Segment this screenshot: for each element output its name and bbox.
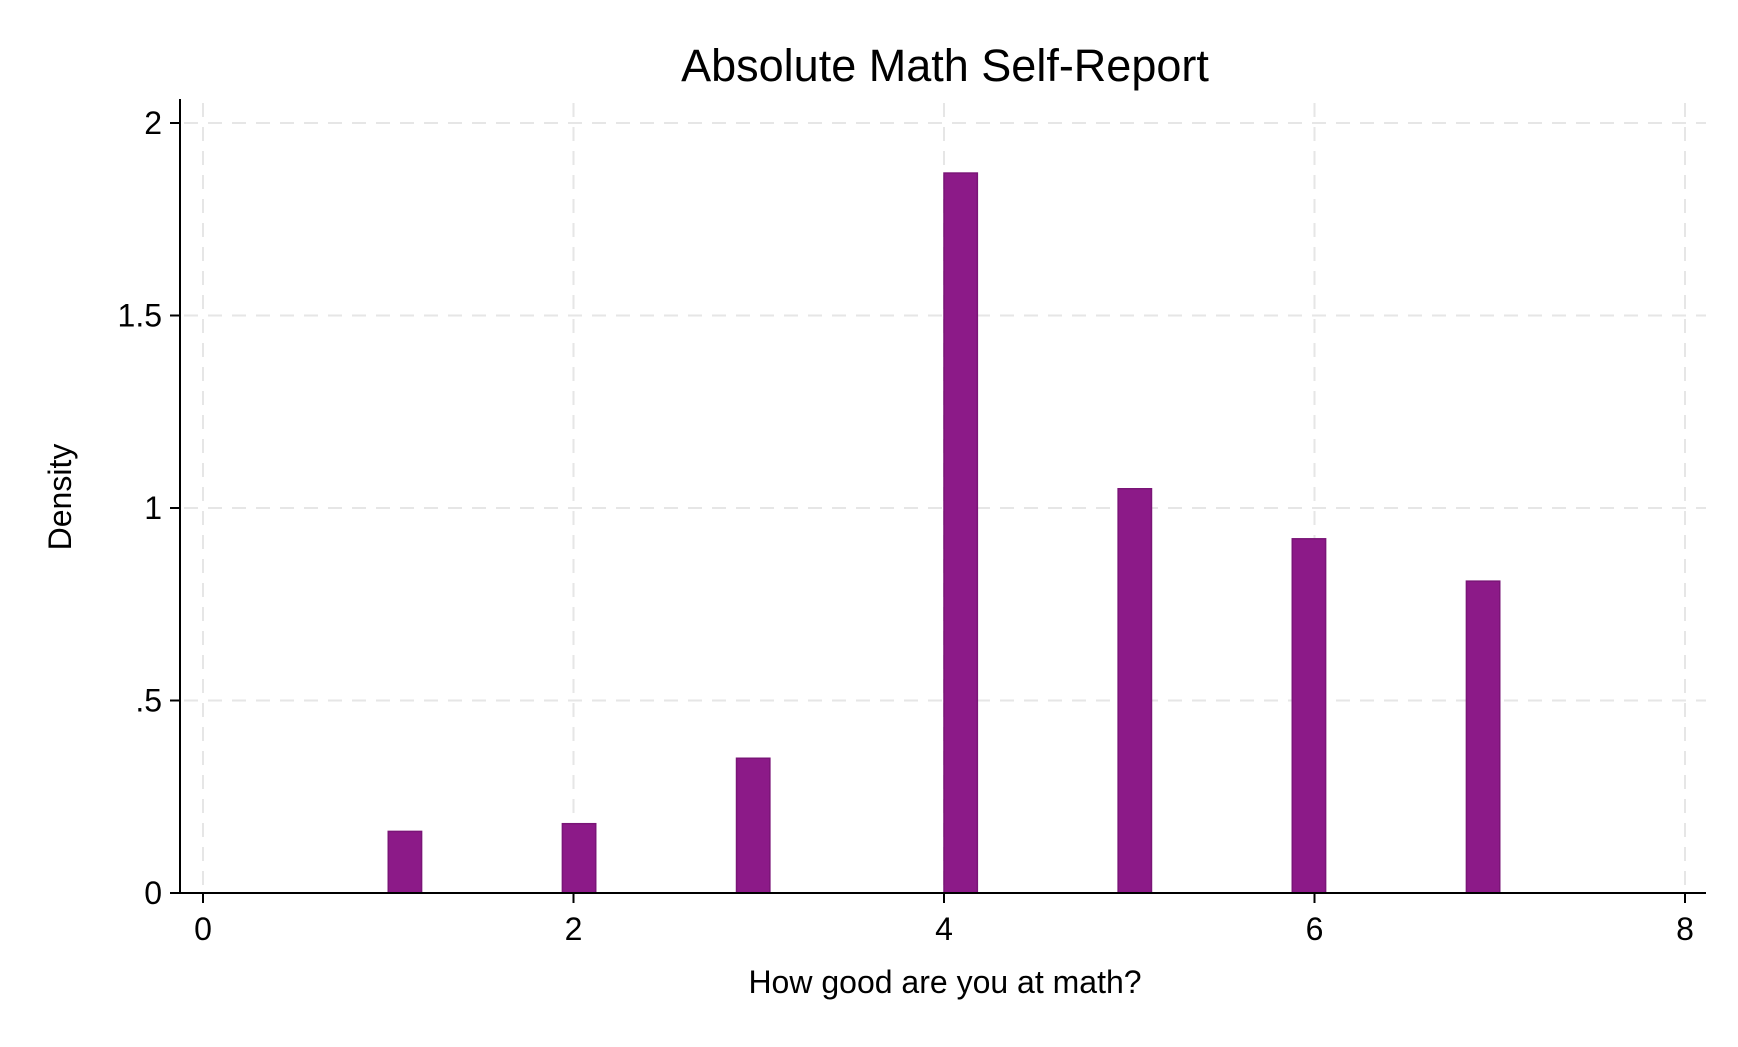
x-tick-label: 2 xyxy=(565,911,583,947)
histogram-bar xyxy=(1291,538,1327,894)
y-tick-label: 2 xyxy=(144,105,162,141)
y-tick-label: .5 xyxy=(135,683,162,719)
chart-title: Absolute Math Self-Report xyxy=(681,40,1209,91)
histogram-bar xyxy=(1465,580,1501,894)
x-tick-label: 6 xyxy=(1306,911,1324,947)
histogram-bar xyxy=(387,830,423,894)
histogram-bar xyxy=(561,822,597,894)
y-tick-label: 1 xyxy=(144,490,162,526)
y-axis-label: Density xyxy=(42,444,78,551)
y-tick-label: 0 xyxy=(144,875,162,911)
x-tick-label: 0 xyxy=(194,911,212,947)
y-tick-label: 1.5 xyxy=(118,298,162,334)
axis-layer: 0 .5 1 1.5 2 0 2 4 6 8 xyxy=(118,99,1706,947)
bar-layer xyxy=(387,172,1501,894)
x-axis-label: How good are you at math? xyxy=(748,964,1141,1000)
histogram-bar xyxy=(1117,488,1153,894)
x-tick-label: 4 xyxy=(935,911,953,947)
histogram-bar xyxy=(943,172,979,894)
histogram-bar xyxy=(735,757,771,894)
x-tick-label: 8 xyxy=(1676,911,1694,947)
